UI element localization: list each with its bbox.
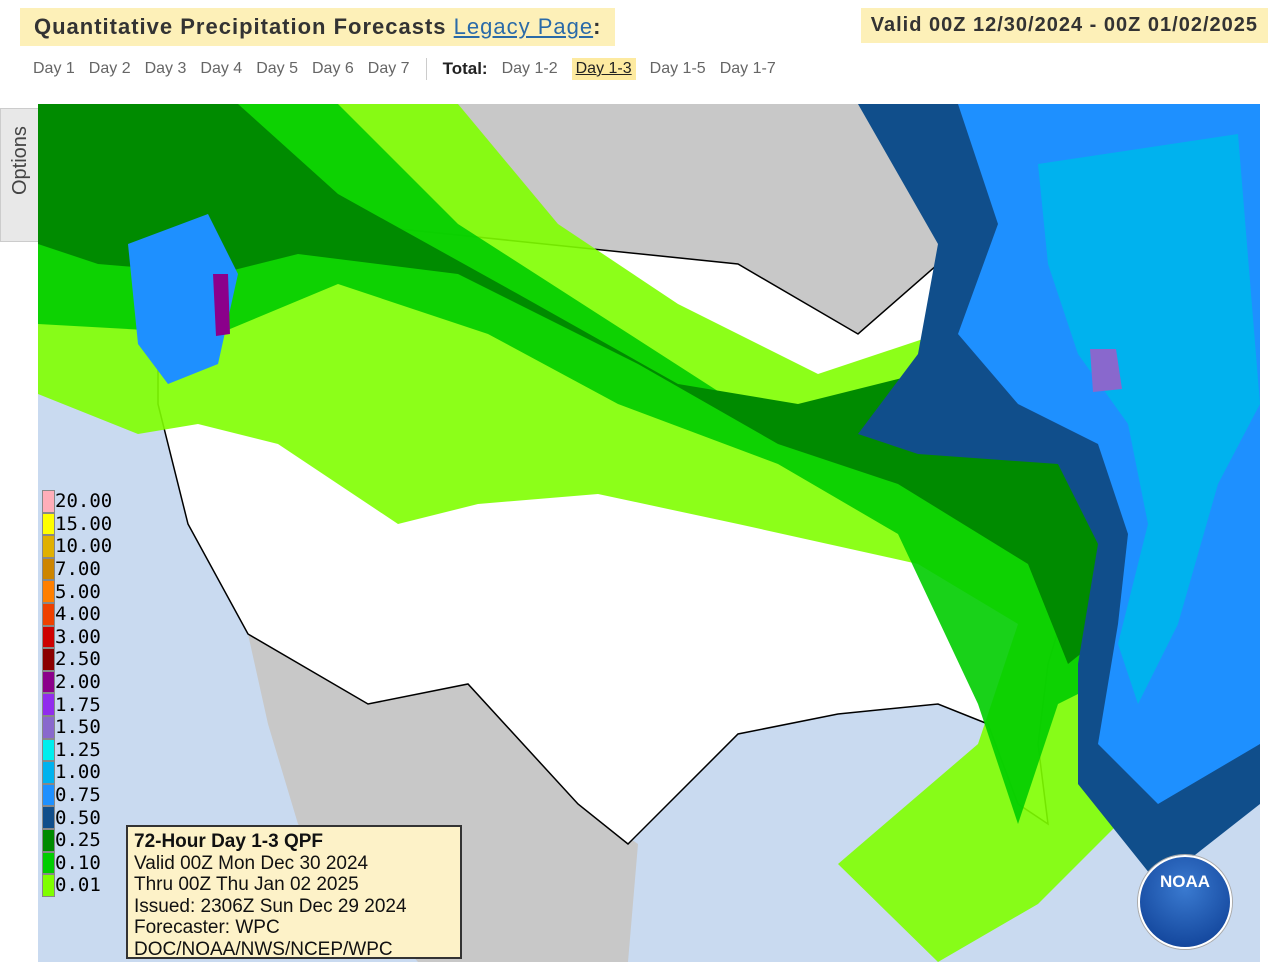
info-box: 72-Hour Day 1-3 QPF Valid 00Z Mon Dec 30 … [126, 825, 462, 960]
legend-label: 0.25 [55, 829, 101, 852]
legend-swatch [42, 648, 55, 671]
legend-label: 1.00 [55, 761, 101, 784]
legend-row: 2.50 [42, 648, 112, 671]
legend-swatch [42, 693, 55, 716]
legend-swatch [42, 580, 55, 603]
legend-row: 3.00 [42, 625, 112, 649]
info-line: Forecaster: WPC [134, 917, 280, 938]
legend-row: 10.00 [42, 535, 112, 558]
legend-swatch [42, 670, 55, 694]
legend-label: 4.00 [55, 603, 101, 626]
total-tab[interactable]: Day 1-3 [571, 58, 636, 80]
legend-row: 7.00 [42, 557, 112, 581]
total-tab[interactable]: Day 1-7 [719, 60, 776, 77]
precip-ne [1090, 349, 1122, 392]
legend-swatch [42, 625, 55, 649]
precip-heavy [38, 104, 1260, 664]
tabs: Day 1 Day 2 Day 3 Day 4 Day 5 Day 6 Day 7 Total… [33, 58, 776, 80]
total-tab[interactable]: Day 1-2 [501, 60, 558, 77]
legend-label: 0.50 [55, 806, 101, 829]
mexico [248, 634, 638, 962]
day-tab[interactable]: Day 5 [256, 60, 298, 77]
info-line: Valid 00Z Mon Dec 30 2024 [134, 852, 369, 874]
legend-swatch [42, 602, 55, 626]
legend-row: 4.00 [42, 602, 112, 626]
legend-swatch [42, 761, 55, 784]
legend-swatch [42, 783, 55, 807]
legend-row: 1.50 [42, 715, 112, 739]
legend-row: 0.10 [42, 851, 112, 875]
day-tab[interactable]: Day 1 [33, 60, 75, 77]
legend-label: 0.01 [55, 874, 101, 897]
legend-label: 5.00 [55, 580, 101, 603]
legend-label: 3.00 [55, 625, 101, 648]
legend-row: 0.01 [42, 874, 112, 897]
legend-label: 15.00 [55, 512, 113, 535]
legend-swatch [42, 490, 55, 513]
legend-swatch [42, 557, 55, 581]
info-line: Issued: 2306Z Sun Dec 29 2024 [134, 895, 407, 917]
legend: 20.00 15.00 10.00 7.00 5.00 4.00 3.00 2.50 2.00 1… [42, 490, 112, 897]
legend-swatch [42, 851, 55, 875]
options-tab[interactable]: Options [0, 108, 42, 242]
header-title: Quantitative Precipitation Forecasts Leg… [20, 8, 616, 46]
legend-label: 1.75 [55, 693, 101, 716]
legend-row: 20.00 [42, 490, 112, 513]
info-line: DOC/NOAA/NWS/NCEP/WPC [134, 938, 393, 960]
options-label[interactable]: Options [9, 126, 31, 195]
valid-period: Valid 00Z 12/30/2024 - 00Z 01/02/2025 [860, 8, 1268, 43]
precip-nw [128, 214, 238, 384]
legend-swatch [42, 512, 55, 536]
legend-row: 1.25 [42, 738, 112, 762]
legend-label: 20.00 [55, 490, 113, 513]
legend-row: 0.25 [42, 828, 112, 852]
legend-swatch [42, 806, 55, 829]
precip-moderate [38, 104, 1260, 824]
legend-swatch [42, 874, 55, 897]
legend-label: 10.00 [55, 535, 113, 558]
total-tab[interactable]: Day 1-5 [649, 60, 706, 77]
legend-label: 2.00 [55, 671, 101, 694]
day-tab[interactable]: Day 7 [367, 60, 410, 77]
precip-100 [1038, 134, 1260, 704]
noaa-logo: NOAA [1138, 855, 1232, 949]
legend-row: 0.50 [42, 806, 112, 829]
legend-swatch [42, 535, 55, 558]
day-tab[interactable]: Day 4 [200, 60, 243, 77]
legend-row: 1.00 [42, 761, 112, 784]
legend-row: 2.00 [42, 670, 112, 694]
legend-label: 0.10 [55, 851, 101, 874]
legend-swatch [42, 715, 55, 739]
precip-or [213, 274, 230, 336]
day-tab[interactable]: Day 2 [88, 60, 131, 77]
separator [425, 58, 427, 80]
legend-row: 1.75 [42, 693, 112, 716]
info-title: 72-Hour Day 1-3 QPF [134, 831, 323, 852]
colon: : [593, 14, 602, 39]
legend-row: 5.00 [42, 580, 112, 603]
day-tab[interactable]: Day 3 [144, 60, 187, 77]
legend-label: 1.50 [55, 716, 101, 739]
legacy-link[interactable]: Legacy Page [453, 14, 594, 39]
total-label: Total: [442, 59, 488, 78]
legend-row: 0.75 [42, 783, 112, 807]
day-tab[interactable]: Day 6 [311, 60, 354, 77]
legend-swatch [42, 738, 55, 762]
legend-swatch [42, 828, 55, 852]
legend-label: 1.25 [55, 738, 101, 761]
legend-label: 0.75 [55, 784, 101, 807]
title: Quantitative Precipitation Forecasts [34, 14, 447, 39]
legend-label: 7.00 [55, 558, 101, 581]
map [38, 104, 1260, 962]
legend-label: 2.50 [55, 648, 101, 671]
info-line: Thru 00Z Thu Jan 02 2025 [134, 874, 359, 895]
legend-row: 15.00 [42, 512, 113, 536]
